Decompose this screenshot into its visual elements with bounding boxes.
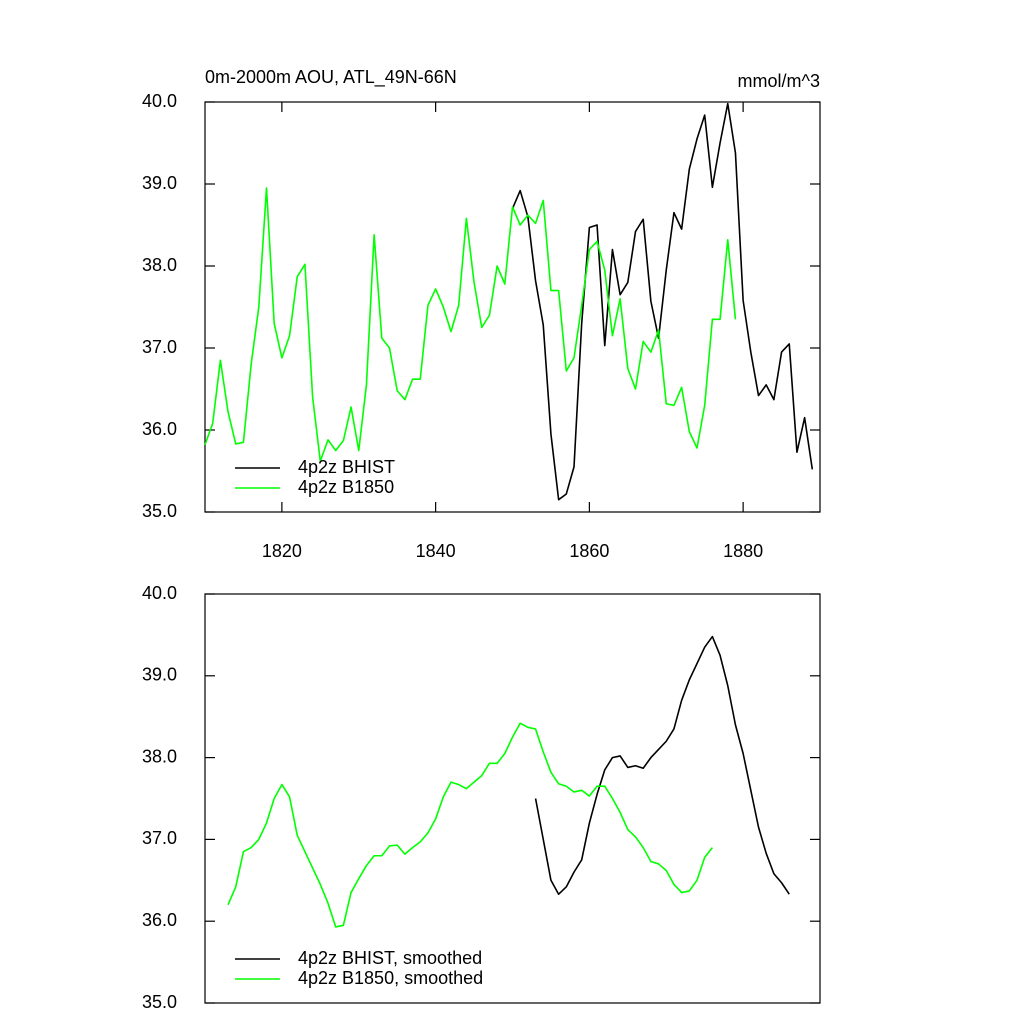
x-tick-label: 1860 [569,541,609,561]
y-tick-label: 38.0 [142,746,177,766]
legend-label: 4p2z BHIST, smoothed [298,948,482,968]
plot-frame [204,101,821,513]
legend-label: 4p2z BHIST [298,457,395,477]
series-line [204,187,737,462]
y-tick-label: 35.0 [142,992,177,1012]
x-tick-label: 1820 [262,541,302,561]
y-tick-label: 36.0 [142,910,177,930]
y-tick-label: 39.0 [142,173,177,193]
y-tick-label: 40.0 [142,91,177,111]
y-tick-label: 36.0 [142,419,177,439]
series-line [227,722,714,928]
plot-frame [204,593,821,1004]
y-tick-label: 37.0 [142,828,177,848]
x-tick-label: 1880 [723,541,763,561]
y-tick-label: 38.0 [142,255,177,275]
y-tick-label: 37.0 [142,337,177,357]
series-line [511,102,814,501]
units-label: mmol/m^3 [738,71,820,91]
y-tick-label: 40.0 [142,583,177,603]
y-tick-label: 39.0 [142,665,177,685]
y-tick-label: 35.0 [142,501,177,521]
legend-label: 4p2z B1850 [298,477,394,497]
series-line [534,635,790,896]
x-tick-label: 1840 [416,541,456,561]
legend-label: 4p2z B1850, smoothed [298,968,483,988]
chart-title: 0m-2000m AOU, ATL_49N-66N [205,67,457,88]
